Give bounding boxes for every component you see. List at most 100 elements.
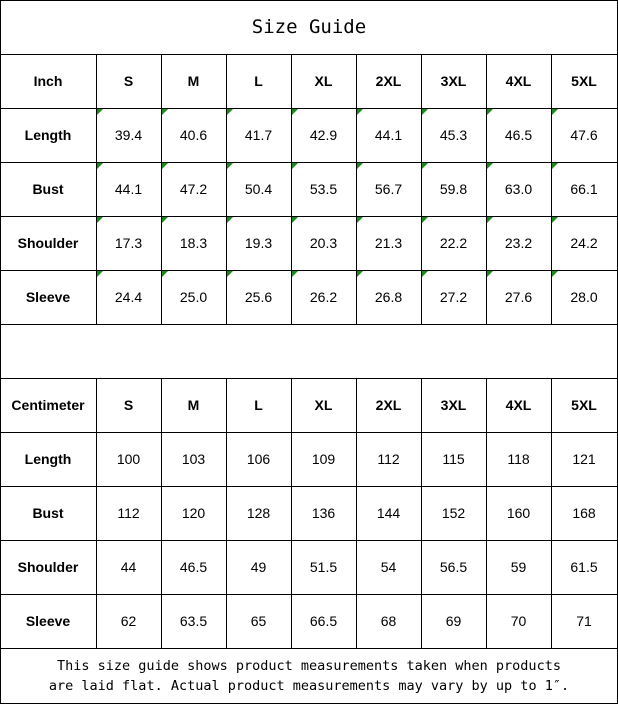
measurement-cell[interactable]: 63.0 <box>504 181 533 197</box>
measurement-cell[interactable]: 19.3 <box>244 235 273 251</box>
measurement-cell[interactable]: 66.5 <box>309 613 338 629</box>
measurement-cell[interactable]: 168 <box>572 505 596 521</box>
measurement-cell[interactable]: 59.8 <box>439 181 468 197</box>
measurement-cell[interactable]: 46.5 <box>504 127 533 143</box>
error-indicator-icon <box>357 217 363 223</box>
measurement-cell[interactable]: 47.6 <box>570 127 598 143</box>
measurement-cell[interactable]: 49 <box>250 559 267 575</box>
measurement-cell[interactable]: 106 <box>246 451 271 467</box>
measurement-cell[interactable]: 63.5 <box>179 613 208 629</box>
measurement-cell[interactable]: 71 <box>576 613 592 629</box>
size-header-m[interactable]: M <box>187 397 200 413</box>
size-header-l[interactable]: L <box>254 73 263 89</box>
measurement-cell[interactable]: 18.3 <box>179 235 208 251</box>
measurement-cell[interactable]: 109 <box>311 451 336 467</box>
error-indicator-icon <box>422 217 428 223</box>
measurement-cell[interactable]: 68 <box>380 613 397 629</box>
measurement-cell[interactable]: 54 <box>380 559 397 575</box>
measurement-cell[interactable]: 22.2 <box>439 235 468 251</box>
measurement-cell[interactable]: 62 <box>120 613 137 629</box>
row-label-bust[interactable]: Bust <box>32 505 64 521</box>
error-indicator-icon <box>292 163 298 169</box>
row-divider <box>0 54 618 55</box>
error-indicator-icon <box>292 217 298 223</box>
row-label-sleeve[interactable]: Sleeve <box>25 289 71 305</box>
size-header-l[interactable]: L <box>254 397 263 413</box>
size-header-s[interactable]: S <box>123 73 134 89</box>
size-header-4xl[interactable]: 4XL <box>505 73 532 89</box>
measurement-cell[interactable]: 112 <box>377 451 400 467</box>
measurement-cell[interactable]: 50.4 <box>244 181 273 197</box>
measurement-cell[interactable]: 23.2 <box>504 235 533 251</box>
measurement-cell[interactable]: 44 <box>120 559 137 575</box>
measurement-cell[interactable]: 61.5 <box>570 559 598 575</box>
row-label-length[interactable]: Length <box>24 127 72 143</box>
size-header-xl[interactable]: XL <box>314 73 333 89</box>
measurement-cell[interactable]: 56.5 <box>439 559 468 575</box>
measurement-cell[interactable]: 47.2 <box>179 181 208 197</box>
measurement-cell[interactable]: 69 <box>445 613 462 629</box>
error-indicator-icon <box>357 109 363 115</box>
size-header-5xl[interactable]: 5XL <box>571 73 597 89</box>
size-header-5xl[interactable]: 5XL <box>571 397 597 413</box>
column-divider <box>226 54 227 324</box>
error-indicator-icon <box>162 109 168 115</box>
measurement-cell[interactable]: 20.3 <box>309 235 338 251</box>
row-label-sleeve[interactable]: Sleeve <box>25 613 71 629</box>
measurement-cell[interactable]: 26.8 <box>374 289 403 305</box>
measurement-cell[interactable]: 27.2 <box>439 289 468 305</box>
measurement-cell[interactable]: 46.5 <box>179 559 208 575</box>
measurement-cell[interactable]: 45.3 <box>439 127 468 143</box>
measurement-cell[interactable]: 51.5 <box>309 559 338 575</box>
measurement-cell[interactable]: 144 <box>376 505 401 521</box>
size-header-3xl[interactable]: 3XL <box>440 73 467 89</box>
measurement-cell[interactable]: 59 <box>510 559 527 575</box>
measurement-cell[interactable]: 21.3 <box>374 235 403 251</box>
size-header-3xl[interactable]: 3XL <box>440 397 467 413</box>
measurement-cell[interactable]: 42.9 <box>309 127 338 143</box>
measurement-cell[interactable]: 100 <box>116 451 141 467</box>
measurement-cell[interactable]: 53.5 <box>309 181 338 197</box>
size-header-s[interactable]: S <box>123 397 134 413</box>
measurement-cell[interactable]: 66.1 <box>570 181 598 197</box>
row-label-shoulder[interactable]: Shoulder <box>17 559 79 575</box>
measurement-cell[interactable]: 65 <box>250 613 267 629</box>
measurement-cell[interactable]: 28.0 <box>570 289 598 305</box>
measurement-cell[interactable]: 17.3 <box>114 235 143 251</box>
measurement-cell[interactable]: 39.4 <box>114 127 143 143</box>
row-label-bust[interactable]: Bust <box>32 181 64 197</box>
size-header-xl[interactable]: XL <box>314 397 333 413</box>
measurement-cell[interactable]: 41.7 <box>244 127 273 143</box>
measurement-cell[interactable]: 24.2 <box>570 235 598 251</box>
size-header-4xl[interactable]: 4XL <box>505 397 532 413</box>
measurement-cell[interactable]: 24.4 <box>114 289 143 305</box>
size-header-2xl[interactable]: 2XL <box>375 397 402 413</box>
unit-header[interactable]: Centimeter <box>11 397 85 413</box>
measurement-cell[interactable]: 40.6 <box>179 127 208 143</box>
measurement-cell[interactable]: 136 <box>311 505 336 521</box>
column-divider <box>291 54 292 324</box>
measurement-cell[interactable]: 70 <box>510 613 527 629</box>
row-label-shoulder[interactable]: Shoulder <box>17 235 79 251</box>
measurement-cell[interactable]: 44.1 <box>114 181 143 197</box>
measurement-cell[interactable]: 152 <box>441 505 466 521</box>
error-indicator-icon <box>162 163 168 169</box>
measurement-cell[interactable]: 112 <box>117 505 140 521</box>
measurement-cell[interactable]: 128 <box>246 505 271 521</box>
measurement-cell[interactable]: 120 <box>181 505 206 521</box>
measurement-cell[interactable]: 25.0 <box>179 289 208 305</box>
measurement-cell[interactable]: 27.6 <box>504 289 533 305</box>
measurement-cell[interactable]: 121 <box>572 451 596 467</box>
measurement-cell[interactable]: 103 <box>181 451 206 467</box>
measurement-cell[interactable]: 56.7 <box>374 181 403 197</box>
unit-header[interactable]: Inch <box>33 73 63 89</box>
measurement-cell[interactable]: 44.1 <box>374 127 403 143</box>
size-header-m[interactable]: M <box>187 73 200 89</box>
measurement-cell[interactable]: 118 <box>507 451 530 467</box>
measurement-cell[interactable]: 160 <box>506 505 531 521</box>
row-label-length[interactable]: Length <box>24 451 72 467</box>
size-header-2xl[interactable]: 2XL <box>375 73 402 89</box>
measurement-cell[interactable]: 115 <box>442 451 465 467</box>
measurement-cell[interactable]: 25.6 <box>244 289 273 305</box>
measurement-cell[interactable]: 26.2 <box>309 289 338 305</box>
